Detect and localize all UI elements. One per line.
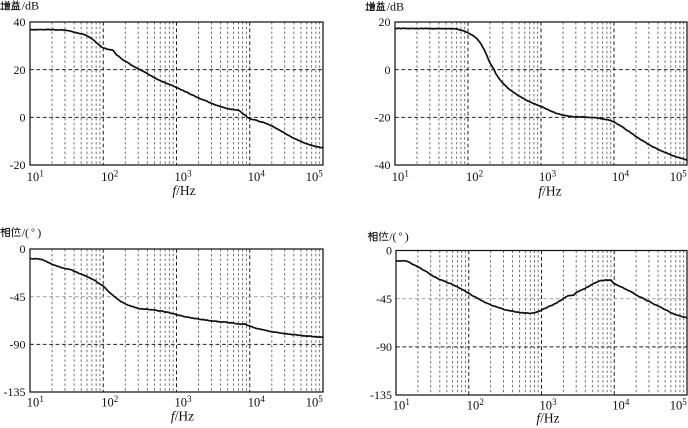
- svg-text:f/Hz: f/Hz: [171, 408, 194, 423]
- svg-text:-135: -135: [4, 385, 26, 399]
- svg-text:/dB: /dB: [387, 0, 404, 14]
- svg-text:20: 20: [379, 15, 391, 29]
- svg-text:10: 10: [306, 170, 319, 184]
- svg-text:2: 2: [479, 169, 484, 179]
- svg-text:10: 10: [175, 170, 188, 184]
- svg-text:10: 10: [306, 396, 319, 410]
- svg-text:-40: -40: [375, 158, 391, 172]
- svg-text:20: 20: [14, 63, 26, 77]
- svg-text:10: 10: [540, 399, 553, 413]
- svg-text:10: 10: [670, 399, 683, 413]
- svg-text:10: 10: [248, 396, 260, 410]
- svg-text:4: 4: [260, 169, 265, 179]
- svg-text:2: 2: [479, 397, 484, 407]
- svg-text:10: 10: [101, 396, 114, 410]
- svg-text:10: 10: [670, 170, 683, 184]
- svg-text:3: 3: [187, 169, 192, 179]
- svg-text:10: 10: [27, 396, 40, 410]
- svg-text:5: 5: [682, 397, 687, 407]
- svg-text:f/Hz: f/Hz: [536, 410, 559, 425]
- svg-text:0: 0: [20, 111, 26, 125]
- svg-text:10: 10: [101, 170, 114, 184]
- svg-text:1: 1: [404, 169, 409, 179]
- svg-text:/(°): /(°): [389, 230, 409, 244]
- svg-text:2: 2: [114, 169, 119, 179]
- svg-text:10: 10: [392, 170, 405, 184]
- svg-text:0: 0: [20, 242, 26, 256]
- svg-text:f/Hz: f/Hz: [538, 183, 561, 198]
- svg-text:0: 0: [385, 63, 391, 77]
- svg-text:-20: -20: [10, 158, 26, 172]
- svg-text:10: 10: [466, 170, 479, 184]
- svg-text:1: 1: [405, 397, 410, 407]
- svg-text:2: 2: [114, 394, 119, 404]
- svg-text:10: 10: [467, 399, 480, 413]
- svg-text:3: 3: [552, 397, 557, 407]
- svg-text:10: 10: [612, 170, 625, 184]
- svg-text:4: 4: [260, 394, 265, 404]
- svg-text:10: 10: [27, 170, 40, 184]
- svg-text:4: 4: [625, 397, 630, 407]
- svg-text:-135: -135: [370, 388, 392, 402]
- svg-text:40: 40: [14, 15, 26, 29]
- svg-text:/(°): /(°): [22, 225, 42, 239]
- svg-text:-45: -45: [376, 292, 392, 306]
- svg-text:5: 5: [318, 169, 323, 179]
- svg-text:-45: -45: [10, 290, 26, 304]
- svg-text:-20: -20: [375, 111, 391, 125]
- svg-text:3: 3: [187, 394, 192, 404]
- svg-text:1: 1: [39, 169, 44, 179]
- svg-text:10: 10: [175, 396, 188, 410]
- svg-text:-90: -90: [376, 340, 392, 354]
- svg-text:10: 10: [539, 170, 552, 184]
- svg-text:4: 4: [625, 169, 630, 179]
- svg-text:f/Hz: f/Hz: [172, 183, 195, 198]
- svg-text:3: 3: [552, 169, 557, 179]
- svg-text:10: 10: [393, 399, 406, 413]
- svg-text:10: 10: [612, 399, 625, 413]
- svg-text:5: 5: [318, 394, 323, 404]
- svg-text:10: 10: [248, 170, 260, 184]
- svg-text:/dB: /dB: [22, 0, 39, 13]
- svg-text:1: 1: [39, 394, 44, 404]
- svg-text:0: 0: [386, 244, 392, 258]
- svg-text:5: 5: [682, 169, 687, 179]
- svg-text:-90: -90: [10, 338, 26, 352]
